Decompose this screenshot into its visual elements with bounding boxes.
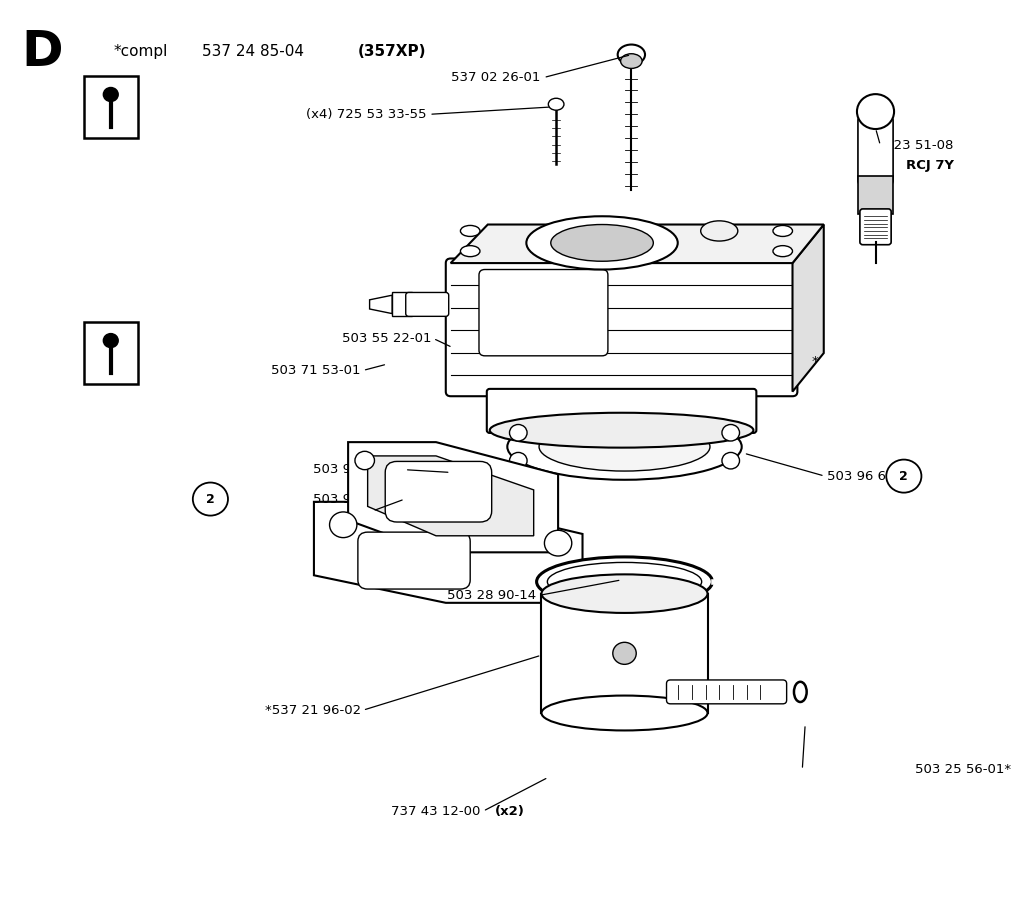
Ellipse shape	[794, 682, 807, 702]
Circle shape	[510, 425, 527, 441]
Circle shape	[722, 452, 739, 469]
Ellipse shape	[537, 557, 713, 607]
Bar	[392, 293, 412, 316]
Text: (x2): (x2)	[495, 805, 524, 818]
Text: 503 23 51-08: 503 23 51-08	[864, 139, 953, 152]
FancyBboxPatch shape	[860, 209, 891, 245]
Circle shape	[545, 530, 571, 556]
Bar	[84, 321, 137, 384]
Circle shape	[193, 483, 228, 516]
Ellipse shape	[526, 216, 678, 270]
Ellipse shape	[551, 225, 653, 262]
FancyBboxPatch shape	[406, 293, 449, 316]
Polygon shape	[451, 225, 823, 263]
Circle shape	[330, 512, 357, 538]
Ellipse shape	[542, 695, 708, 730]
Text: (357XP): (357XP)	[357, 44, 426, 59]
Text: 2: 2	[206, 493, 215, 506]
Text: 503 28 90-14: 503 28 90-14	[447, 589, 537, 602]
Bar	[542, 594, 708, 713]
Text: *: *	[812, 355, 819, 367]
Text: 503 91 66-01: 503 91 66-01	[312, 493, 401, 506]
FancyBboxPatch shape	[486, 389, 757, 433]
Text: 503 71 53-01: 503 71 53-01	[271, 364, 360, 377]
FancyBboxPatch shape	[385, 461, 492, 522]
Text: 2: 2	[899, 470, 908, 483]
Ellipse shape	[507, 414, 741, 480]
Text: 503 96 66-01: 503 96 66-01	[826, 470, 915, 483]
Ellipse shape	[621, 53, 642, 68]
Polygon shape	[314, 502, 583, 603]
Ellipse shape	[461, 226, 480, 237]
FancyBboxPatch shape	[667, 680, 786, 704]
FancyBboxPatch shape	[445, 259, 798, 396]
Bar	[84, 76, 137, 138]
Text: 503 25 56-01*: 503 25 56-01*	[914, 764, 1011, 776]
Ellipse shape	[539, 423, 710, 471]
Ellipse shape	[617, 44, 645, 64]
Text: *compl: *compl	[114, 44, 168, 59]
Ellipse shape	[542, 575, 708, 612]
Text: RCJ 7Y: RCJ 7Y	[905, 159, 953, 172]
Ellipse shape	[773, 226, 793, 237]
Ellipse shape	[461, 246, 480, 257]
Ellipse shape	[548, 563, 701, 601]
Text: 537 24 85-04: 537 24 85-04	[202, 44, 303, 59]
Polygon shape	[370, 296, 392, 313]
Polygon shape	[368, 456, 534, 536]
Text: 537 02 26-01: 537 02 26-01	[452, 71, 541, 84]
Circle shape	[612, 642, 636, 664]
Text: 737 43 12-00: 737 43 12-00	[390, 805, 480, 818]
Circle shape	[103, 333, 118, 347]
Text: 503 91 65-01: 503 91 65-01	[312, 463, 401, 476]
Ellipse shape	[700, 221, 738, 241]
Circle shape	[510, 452, 527, 469]
Ellipse shape	[548, 99, 564, 111]
Text: (x4) 725 53 33-55: (x4) 725 53 33-55	[306, 108, 426, 121]
Bar	[858, 176, 893, 215]
Polygon shape	[793, 225, 823, 391]
Ellipse shape	[489, 413, 754, 448]
Circle shape	[886, 460, 922, 493]
Circle shape	[722, 425, 739, 441]
Circle shape	[857, 94, 894, 129]
Text: D: D	[22, 28, 63, 76]
Text: *537 21 96-02: *537 21 96-02	[264, 704, 360, 717]
FancyBboxPatch shape	[479, 270, 608, 356]
Circle shape	[103, 87, 118, 101]
FancyBboxPatch shape	[858, 115, 893, 186]
Ellipse shape	[797, 685, 804, 698]
Ellipse shape	[773, 246, 793, 257]
Text: 503 55 22-01: 503 55 22-01	[342, 332, 431, 344]
FancyBboxPatch shape	[357, 532, 470, 589]
Polygon shape	[348, 442, 558, 553]
Circle shape	[355, 451, 375, 470]
